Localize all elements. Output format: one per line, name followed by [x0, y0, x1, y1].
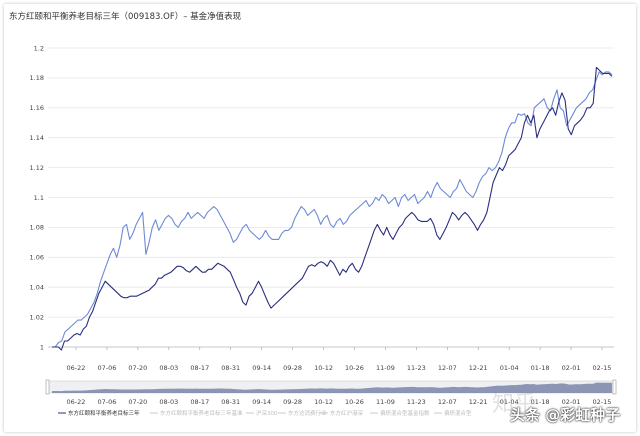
- series-lines: [52, 66, 613, 351]
- slider-tick-label: 11-23: [407, 398, 426, 406]
- y-tick-label: 1.02: [30, 313, 44, 321]
- legend-item[interactable]: 沪深300: [246, 409, 278, 417]
- slider-tick-label: 02-15: [593, 398, 612, 406]
- y-tick-label: 1.04: [30, 284, 44, 292]
- y-tick-label: 1.18: [30, 74, 44, 82]
- x-tick-label: 01-04: [500, 364, 519, 372]
- slider-area: [52, 382, 612, 393]
- x-tick-label: 11-09: [376, 364, 395, 372]
- slider-tick-label: 02-01: [562, 398, 581, 406]
- y-tick-label: 1.06: [30, 254, 44, 262]
- x-tick-label: 10-12: [314, 364, 333, 372]
- slider-tick-label: 10-26: [345, 398, 364, 406]
- legend-label: 沪深300: [256, 409, 278, 417]
- legend-item[interactable]: 东方红颐和平衡养老目标三年: [58, 409, 140, 417]
- y-tick-label: 1: [40, 343, 44, 351]
- y-tick-label: 1.08: [30, 224, 44, 232]
- x-tick-label: 08-31: [221, 364, 240, 372]
- slider-tick-label: 09-14: [252, 398, 271, 406]
- y-tick-label: 1.12: [30, 164, 44, 172]
- legend-item[interactable]: 东方达消费行业: [278, 409, 327, 417]
- x-tick-label: 02-01: [562, 364, 581, 372]
- x-axis: 06-22 07-06 07-20 08-03 08-17 08-31 09-14 09-28…: [48, 346, 614, 372]
- legend-label: 东方红颐和平衡养老目标三年: [68, 409, 140, 417]
- x-tick-label: 07-20: [128, 364, 147, 372]
- x-tick-label: 07-06: [97, 364, 116, 372]
- legend: 东方红颐和平衡养老目标三年 东方红颐和平衡养老目标三年基准 沪深300 东方达消费行业…: [58, 409, 472, 417]
- legend-label: 东方红沪港深: [330, 409, 364, 417]
- legend-label: 东方红颐和平衡养老目标三年基准: [160, 409, 243, 417]
- series-line-1: [52, 71, 613, 348]
- slider-tick-label: 08-03: [159, 398, 178, 406]
- y-tick-label: 1.16: [30, 104, 44, 112]
- slider-tick-label: 01-18: [531, 398, 550, 406]
- y-tick-label: 1.14: [30, 134, 44, 142]
- range-slider[interactable]: [45, 379, 617, 395]
- x-tick-label: 08-03: [159, 364, 178, 372]
- slider-tick-label: 11-09: [376, 398, 395, 406]
- slider-tick-label: 09-28: [283, 398, 302, 406]
- chart-card: [4, 4, 636, 432]
- legend-item[interactable]: 偏债混合型: [434, 409, 472, 417]
- chart-title: 东方红颐和平衡养老目标三年（009183.OF）– 基金净值表现: [9, 12, 242, 22]
- legend-label: 偏债混合型基金指数: [380, 409, 430, 417]
- slider-handle-right[interactable]: [612, 379, 617, 395]
- x-tick-label: 11-23: [407, 364, 426, 372]
- y-axis: 1 1.02 1.04 1.06 1.08 1.1 1.12 1.14 1.16 1.18 1.2: [30, 44, 44, 351]
- slider-tick-label: 12-21: [469, 398, 488, 406]
- slider-tick-label: 06-22: [67, 398, 86, 406]
- x-tick-label: 12-07: [438, 364, 457, 372]
- y-tick-label: 1.1: [34, 194, 44, 202]
- x-tick-label: 06-22: [67, 364, 86, 372]
- legend-label: 东方达消费行业: [288, 409, 327, 417]
- legend-item[interactable]: 东方红沪港深: [320, 409, 364, 417]
- slider-tick-label: 01-04: [500, 398, 519, 406]
- x-tick-label: 10-26: [345, 364, 364, 372]
- x-tick-label: 01-18: [531, 364, 550, 372]
- slider-tick-label: 07-20: [128, 398, 147, 406]
- legend-item[interactable]: 偏债混合型基金指数: [370, 409, 430, 417]
- slider-tick-label: 07-06: [97, 398, 116, 406]
- watermark-author: 头条 @彩虹种子: [510, 406, 621, 424]
- chart-grid: [48, 47, 614, 348]
- slider-tick-label: 08-31: [221, 398, 240, 406]
- slider-tick-label: 12-07: [438, 398, 457, 406]
- slider-x-axis: 06-22 07-06 07-20 08-03 08-17 08-31 09-14 09-28…: [67, 398, 612, 406]
- x-tick-label: 02-15: [593, 364, 612, 372]
- watermark-site: 知乎: [492, 392, 537, 417]
- legend-label: 偏债混合型: [444, 409, 472, 417]
- legend-item[interactable]: 东方红颐和平衡养老目标三年基准: [150, 409, 243, 417]
- x-tick-label: 12-21: [469, 364, 488, 372]
- slider-tick-label: 08-17: [190, 398, 209, 406]
- x-tick-label: 09-14: [252, 364, 271, 372]
- x-tick-label: 09-28: [283, 364, 302, 372]
- x-tick-label: 08-17: [190, 364, 209, 372]
- slider-handle-left[interactable]: [45, 379, 50, 395]
- y-tick-label: 1.2: [34, 44, 44, 52]
- slider-tick-label: 10-12: [314, 398, 333, 406]
- series-line-0: [52, 66, 613, 351]
